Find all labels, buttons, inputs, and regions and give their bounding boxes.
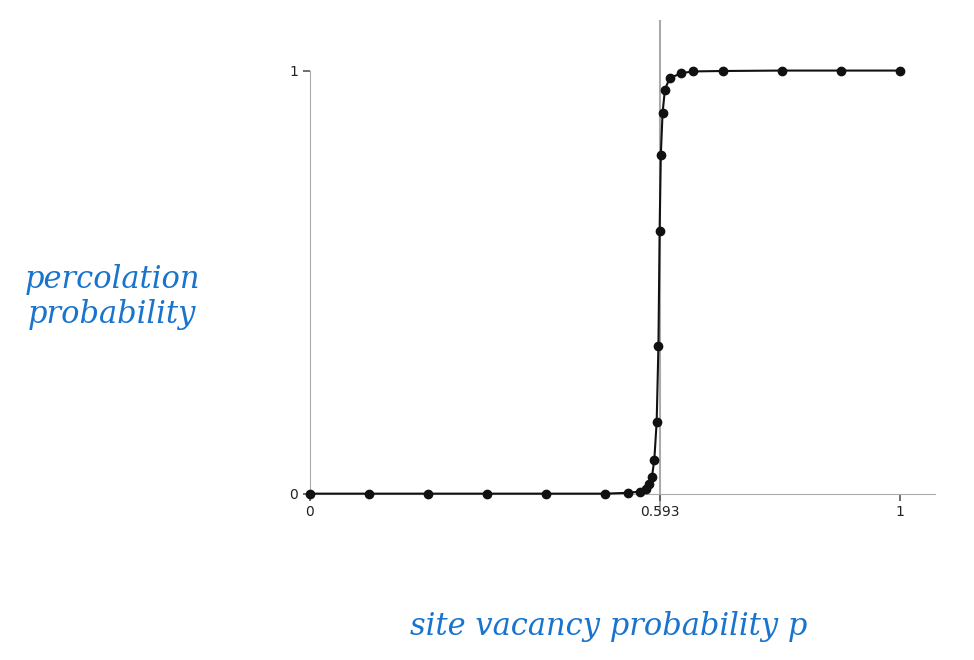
Text: percolation
probability: percolation probability (24, 263, 200, 331)
Text: site vacancy probability p: site vacancy probability p (410, 612, 807, 642)
